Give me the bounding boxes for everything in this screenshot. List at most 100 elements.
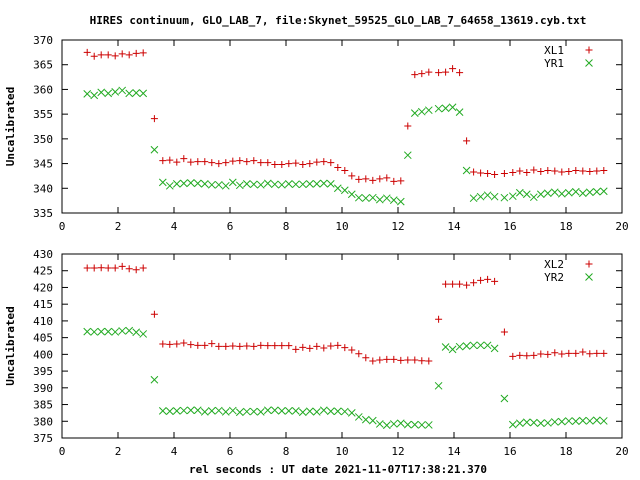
data-point <box>347 190 356 199</box>
data-point <box>530 166 538 174</box>
data-point <box>476 192 485 201</box>
data-point <box>483 341 492 350</box>
data-point <box>354 413 363 421</box>
data-point <box>530 351 538 359</box>
data-point <box>448 345 457 354</box>
data-point <box>592 187 601 196</box>
data-point <box>257 159 265 167</box>
data-point <box>172 407 181 415</box>
data-point <box>214 406 223 415</box>
data-point <box>305 407 314 416</box>
data-point <box>536 419 545 428</box>
data-point <box>418 70 426 78</box>
data-point <box>278 342 286 350</box>
data-point <box>187 158 195 166</box>
data-point <box>306 160 314 168</box>
y-tick-label: 425 <box>33 265 53 278</box>
data-point <box>326 407 335 416</box>
data-point <box>369 176 377 184</box>
data-point <box>593 167 601 175</box>
data-point <box>441 343 450 351</box>
data-point <box>348 346 356 354</box>
data-point <box>312 179 321 188</box>
data-point <box>104 89 113 98</box>
data-point <box>243 158 251 166</box>
x-tick-label: 12 <box>391 220 404 233</box>
data-point <box>410 109 419 118</box>
x-tick-label: 4 <box>171 220 178 233</box>
data-point <box>139 330 148 338</box>
data-point <box>291 407 300 415</box>
data-point <box>285 342 293 350</box>
data-point <box>132 89 141 97</box>
data-point <box>341 166 349 174</box>
data-point <box>139 49 147 57</box>
data-point <box>551 167 559 175</box>
data-point <box>449 280 457 288</box>
data-point <box>417 107 426 116</box>
data-point <box>201 341 209 349</box>
data-point <box>529 418 538 427</box>
data-point <box>180 339 188 347</box>
legend-label: YR2 <box>544 271 564 284</box>
data-point <box>249 180 258 189</box>
data-point <box>228 406 237 415</box>
data-point <box>529 193 538 202</box>
data-point <box>375 195 384 204</box>
data-point <box>207 407 216 415</box>
x-tick-label: 6 <box>227 445 234 458</box>
x-tick-label: 16 <box>503 445 516 458</box>
data-point <box>334 341 342 349</box>
data-point <box>456 69 464 77</box>
data-point <box>306 344 314 352</box>
data-point <box>500 394 509 403</box>
data-point <box>173 158 181 166</box>
data-point <box>484 169 492 177</box>
y-tick-label: 420 <box>33 281 53 294</box>
data-point <box>83 327 92 336</box>
data-point <box>522 418 531 427</box>
data-point <box>277 180 286 189</box>
data-point <box>469 194 478 203</box>
data-point <box>235 181 244 190</box>
data-point <box>424 106 433 115</box>
data-point <box>382 421 391 430</box>
data-point <box>221 181 230 190</box>
data-point <box>111 264 119 272</box>
data-point <box>469 341 478 350</box>
data-point <box>470 279 478 287</box>
data-point <box>389 420 398 428</box>
data-point <box>500 169 508 177</box>
data-point <box>263 406 272 415</box>
data-point <box>257 341 265 349</box>
data-point <box>193 179 202 188</box>
data-point <box>313 342 321 350</box>
data-point <box>228 178 237 187</box>
data-point <box>277 407 286 415</box>
data-point <box>508 420 517 429</box>
data-point <box>270 406 279 415</box>
data-point <box>600 349 608 357</box>
data-point <box>90 264 98 272</box>
data-point <box>403 420 412 429</box>
data-point <box>132 266 140 274</box>
data-point <box>463 281 471 289</box>
data-point <box>368 416 377 425</box>
data-point <box>111 52 119 60</box>
data-point <box>90 328 99 336</box>
data-point <box>515 188 524 197</box>
x-tick-label: 14 <box>447 445 461 458</box>
data-point <box>355 175 363 183</box>
data-point <box>477 276 485 284</box>
data-point <box>327 342 335 350</box>
data-point <box>166 340 174 348</box>
data-point <box>104 51 112 59</box>
chart-title: HIRES continuum, GLO_LAB_7, file:Skynet_… <box>90 14 587 27</box>
data-point <box>222 342 230 350</box>
data-point <box>442 280 450 288</box>
data-point <box>236 342 244 350</box>
data-point <box>523 168 531 176</box>
x-tick-label: 8 <box>283 220 290 233</box>
data-point <box>362 175 370 183</box>
